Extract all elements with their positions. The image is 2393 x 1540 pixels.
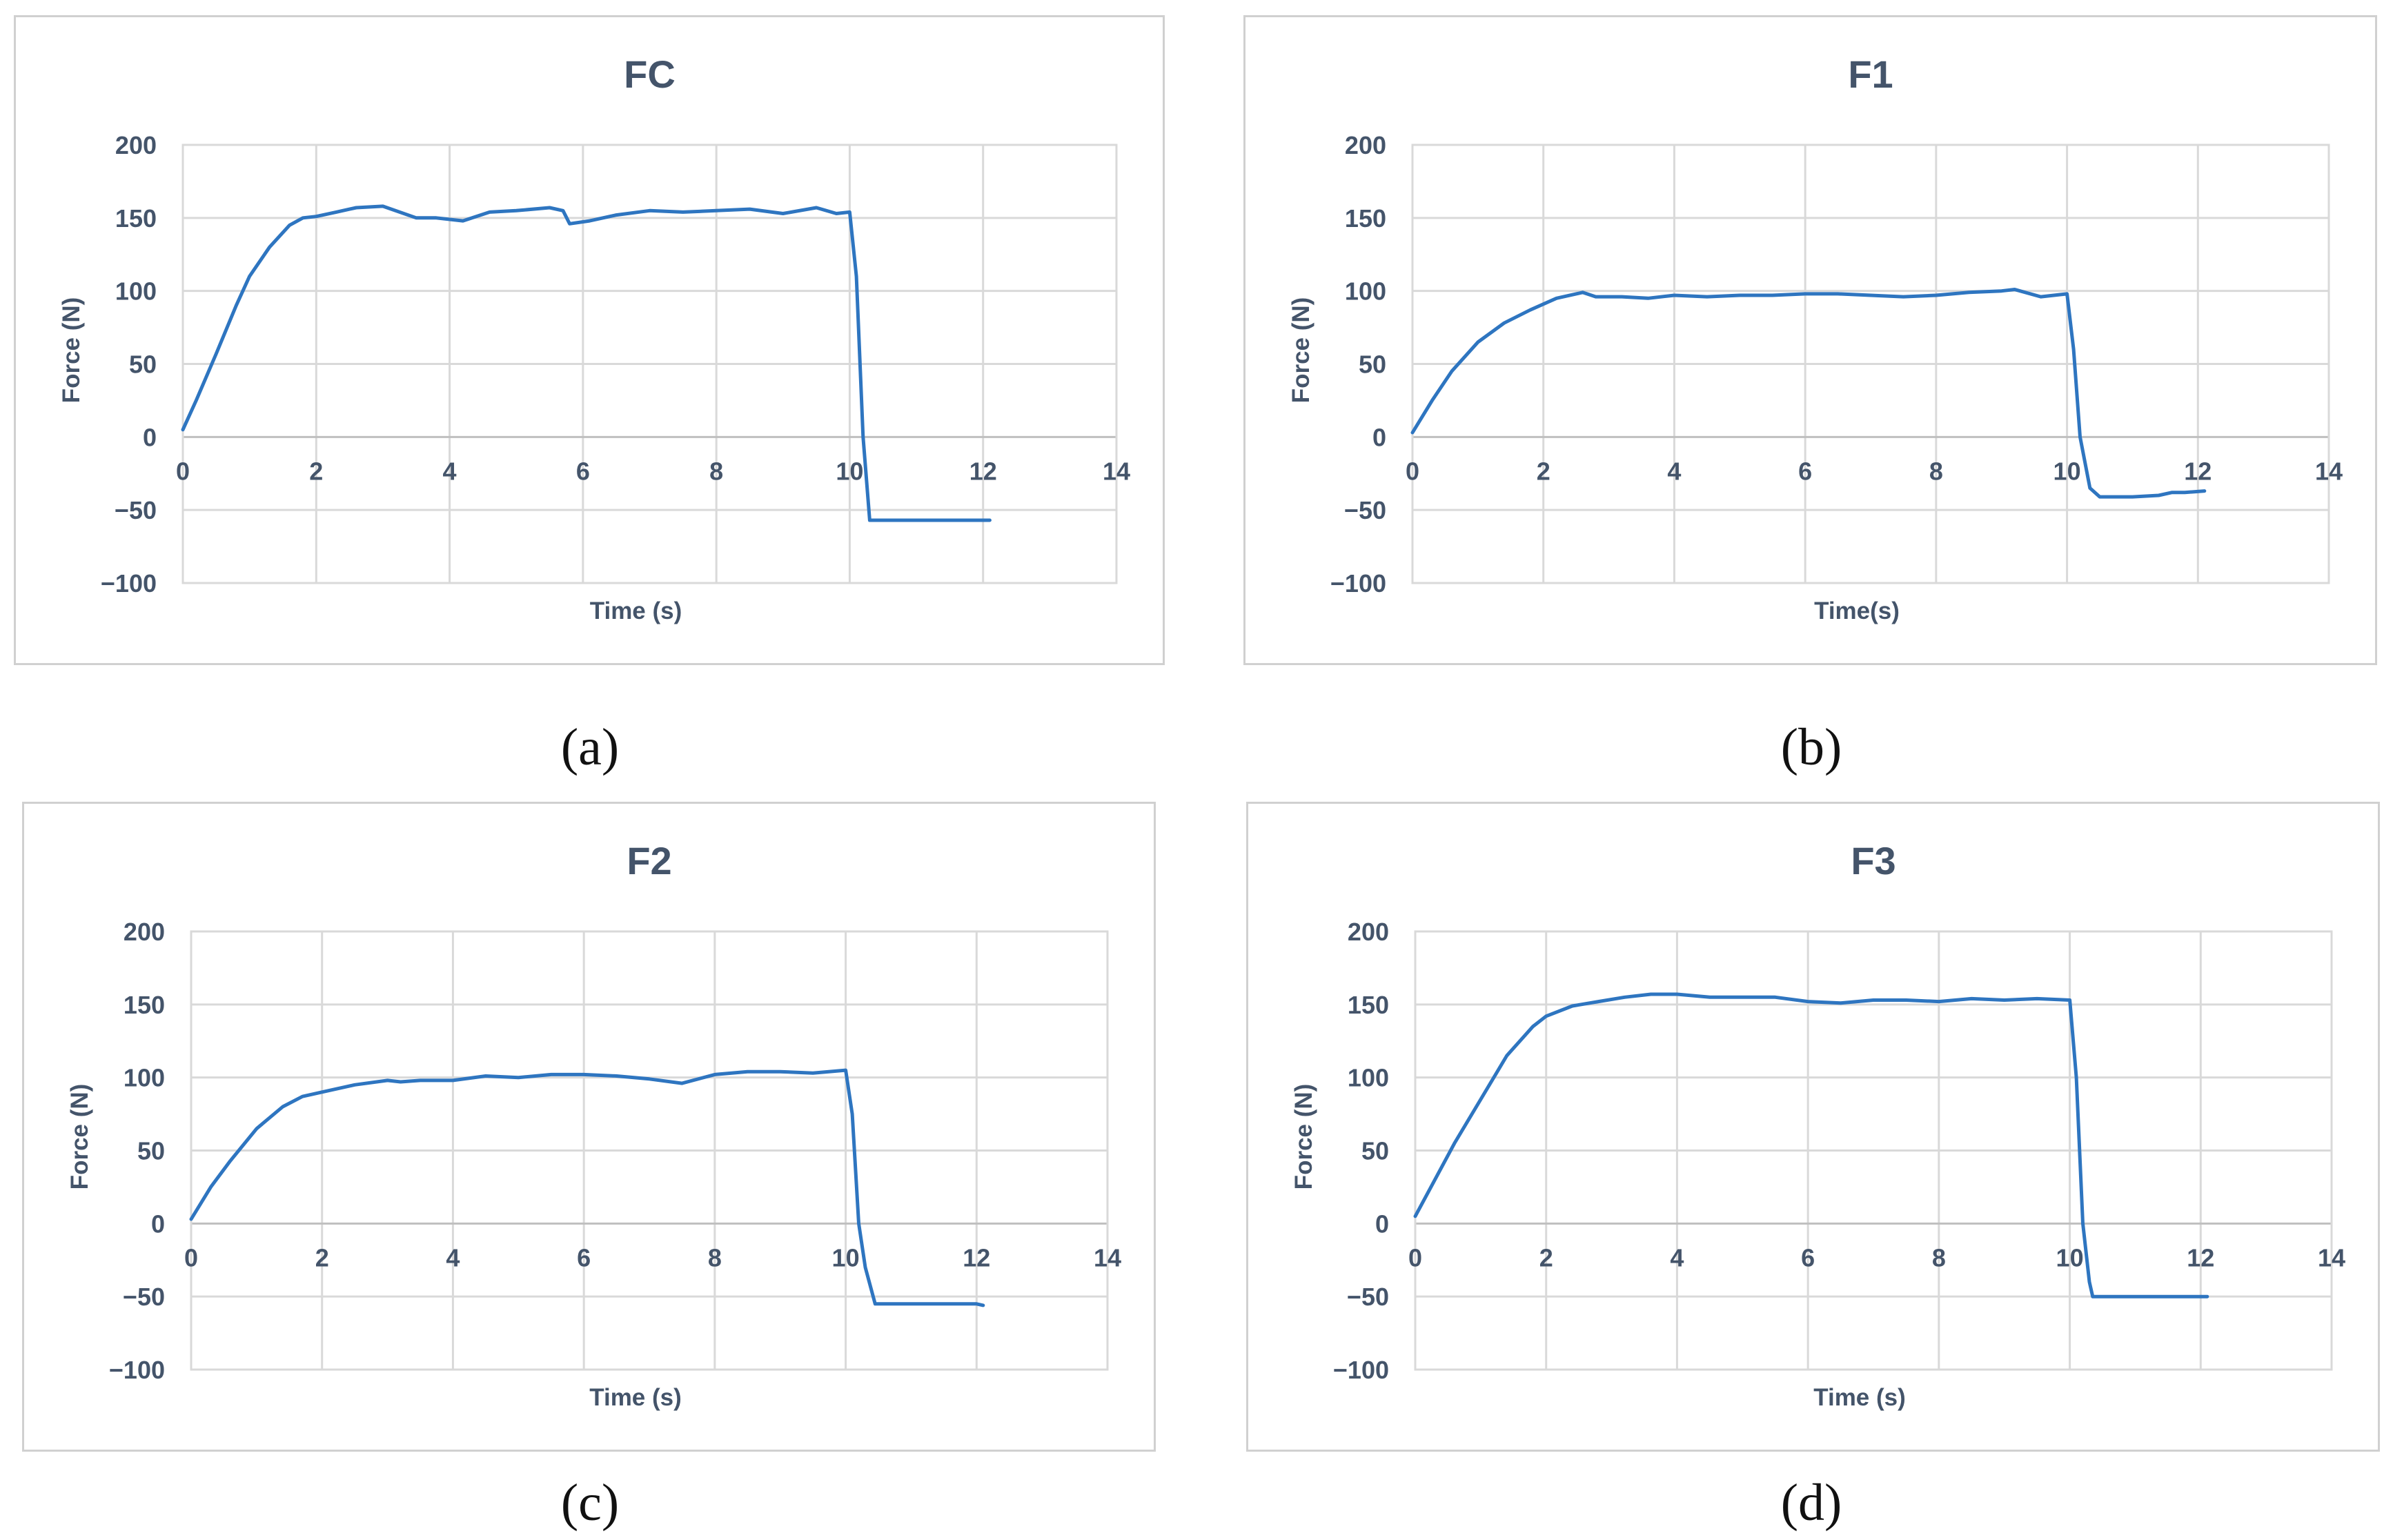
x-tick-label: 10: [832, 1243, 860, 1272]
x-tick-label: 0: [184, 1243, 198, 1272]
x-tick-label: 14: [2318, 1243, 2345, 1272]
x-tick-label: 2: [309, 457, 323, 485]
series-line: [1413, 992, 2209, 1299]
y-tick-label: 100: [1348, 1064, 1389, 1092]
x-tick-label: 14: [1103, 457, 1130, 485]
x-tick-label: 12: [969, 457, 997, 485]
series-line: [1410, 288, 2207, 499]
x-tick-label: 8: [1932, 1243, 1946, 1272]
chart-svg: FC −100 −50 0 50 100 150 200 0 2 4 6 8 10 12 14 Time (s)…: [14, 15, 1165, 665]
caption-b: (b): [1780, 718, 1842, 776]
chart-svg: F1 −100 −50 0 50 100 150 200 0 2 4 6 8 10 12 14 Time(s) F…: [1243, 15, 2377, 665]
chart-frame: [22, 802, 1156, 1452]
y-tick-label: 0: [151, 1210, 165, 1238]
chart-panel-a: FC −100 −50 0 50 100 150 200 0 2 4 6 8 10 12 14 Time (s)…: [14, 15, 1165, 665]
series-line: [189, 1068, 985, 1307]
chart-panel-c: F2 −100 −50 0 50 100 150 200 0 2 4 6 8 10 12 14 Time (s)…: [22, 802, 1156, 1452]
x-tick-label: 4: [443, 457, 457, 485]
plot-area: [181, 144, 1118, 584]
x-axis-label: Time(s): [1814, 598, 1900, 624]
y-tick-label: 0: [143, 423, 157, 451]
x-axis-label: Time (s): [1813, 1384, 1906, 1411]
chart-svg: F3 −100 −50 0 50 100 150 200 0 2 4 6 8 10 12 14 Time (s)…: [1246, 802, 2380, 1452]
plot-area: [1414, 930, 2333, 1371]
x-tick-label: 10: [2054, 457, 2081, 485]
x-tick-label: 12: [2184, 457, 2212, 485]
y-tick-label: −50: [123, 1283, 165, 1311]
x-tick-label: 2: [315, 1243, 329, 1272]
x-tick-label: 2: [1539, 1243, 1553, 1272]
chart-title: F2: [627, 839, 671, 882]
chart-frame: [1243, 15, 2377, 665]
y-tick-label: 100: [124, 1064, 165, 1092]
chart-svg: F2 −100 −50 0 50 100 150 200 0 2 4 6 8 10 12 14 Time (s)…: [22, 802, 1156, 1452]
chart-title: F1: [1848, 52, 1893, 96]
y-tick-label: 200: [115, 131, 157, 159]
x-tick-label: 8: [709, 457, 723, 485]
x-tick-label: 10: [836, 457, 863, 485]
y-tick-label: −50: [1344, 496, 1386, 524]
y-tick-label: 200: [1348, 918, 1389, 946]
y-tick-label: 150: [115, 204, 157, 233]
x-tick-label: 4: [1670, 1243, 1684, 1272]
x-tick-label: 12: [963, 1243, 990, 1272]
x-tick-label: 14: [2315, 457, 2343, 485]
y-tick-label: −100: [109, 1356, 165, 1384]
x-tick-label: 6: [1798, 457, 1812, 485]
y-tick-label: 150: [124, 991, 165, 1019]
y-tick-label: 100: [1345, 277, 1386, 306]
x-tick-label: 6: [576, 457, 590, 485]
x-tick-label: 10: [2056, 1243, 2084, 1272]
y-tick-label: 50: [1361, 1137, 1389, 1165]
y-tick-label: 50: [137, 1137, 165, 1165]
x-tick-label: 8: [708, 1243, 722, 1272]
x-tick-label: 8: [1929, 457, 1943, 485]
x-tick-label: 2: [1537, 457, 1550, 485]
y-axis-label: Force (N): [66, 1084, 93, 1190]
y-axis-label: Force (N): [1288, 297, 1314, 404]
y-tick-label: 50: [129, 351, 157, 379]
x-tick-label: 4: [446, 1243, 460, 1272]
y-tick-label: −100: [101, 569, 157, 598]
plot-area: [1411, 144, 2330, 584]
chart-panel-d: F3 −100 −50 0 50 100 150 200 0 2 4 6 8 10 12 14 Time (s)…: [1246, 802, 2380, 1452]
y-tick-label: 150: [1345, 204, 1386, 233]
caption-a: (a): [560, 718, 620, 776]
y-tick-label: −50: [115, 496, 157, 524]
chart-title: FC: [624, 52, 676, 96]
y-tick-label: 200: [124, 918, 165, 946]
x-tick-label: 12: [2187, 1243, 2214, 1272]
x-tick-label: 6: [577, 1243, 591, 1272]
y-axis-label: Force (N): [1290, 1084, 1317, 1190]
y-tick-label: 150: [1348, 991, 1389, 1019]
chart-panel-b: F1 −100 −50 0 50 100 150 200 0 2 4 6 8 10 12 14 Time(s) F…: [1243, 15, 2377, 665]
x-axis-label: Time (s): [590, 598, 682, 624]
chart-frame: [1246, 802, 2380, 1452]
caption-d: (d): [1780, 1474, 1842, 1532]
y-tick-label: 0: [1372, 423, 1386, 451]
x-tick-label: 0: [176, 457, 190, 485]
series-line: [181, 204, 992, 522]
x-tick-label: 0: [1408, 1243, 1422, 1272]
x-tick-label: 4: [1667, 457, 1681, 485]
y-tick-label: 100: [115, 277, 157, 306]
y-tick-label: 50: [1359, 351, 1386, 379]
y-tick-label: 200: [1345, 131, 1386, 159]
chart-title: F3: [1851, 839, 1895, 882]
plot-area: [190, 930, 1109, 1371]
y-tick-label: −50: [1347, 1283, 1389, 1311]
y-tick-label: −100: [1333, 1356, 1389, 1384]
x-axis-label: Time (s): [589, 1384, 682, 1411]
x-tick-label: 14: [1094, 1243, 1121, 1272]
x-tick-label: 6: [1801, 1243, 1815, 1272]
x-tick-label: 0: [1406, 457, 1419, 485]
chart-frame: [14, 15, 1165, 665]
y-tick-label: 0: [1375, 1210, 1389, 1238]
caption-c: (c): [560, 1474, 620, 1532]
y-axis-label: Force (N): [58, 297, 85, 404]
y-tick-label: −100: [1330, 569, 1386, 598]
